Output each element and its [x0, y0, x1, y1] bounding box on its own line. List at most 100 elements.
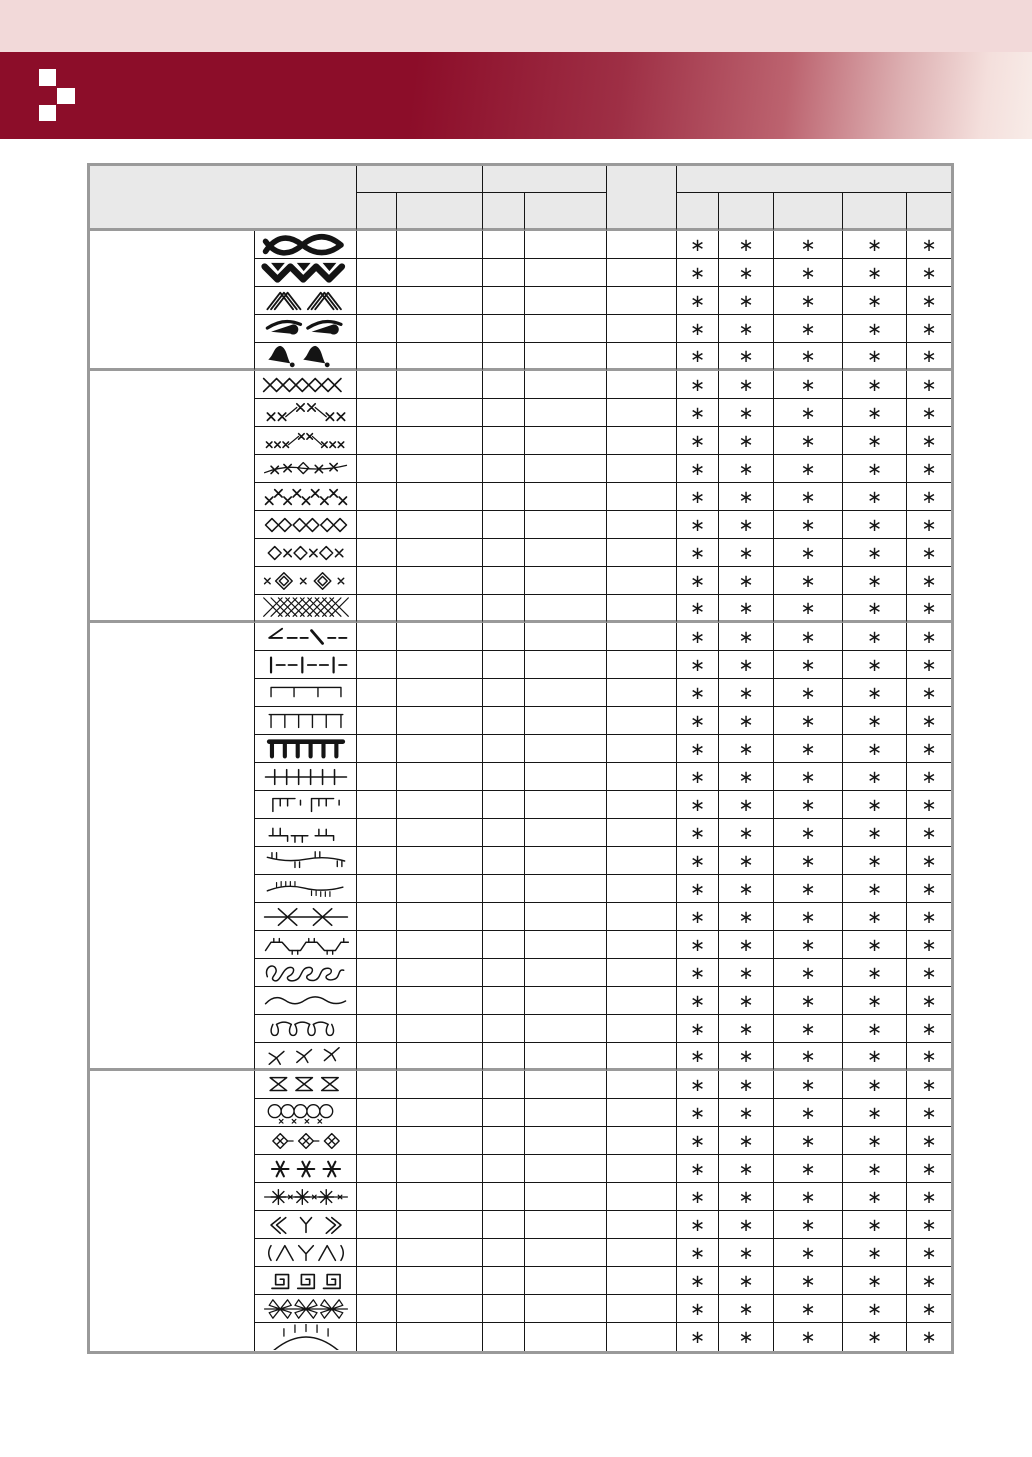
empty-cell	[607, 1323, 677, 1351]
star-mark-cell: ∗	[719, 1127, 774, 1155]
empty-cell	[483, 1043, 525, 1071]
stitch-cell-feather-stitch	[255, 1043, 357, 1071]
star-mark-cell: ∗	[843, 903, 907, 931]
star-mark-cell: ∗	[774, 763, 843, 791]
empty-cell	[607, 595, 677, 623]
empty-cell	[483, 483, 525, 511]
satin-hatched-peaks-icon	[265, 291, 342, 310]
empty-cell	[483, 595, 525, 623]
star-mark-cell: ∗	[907, 847, 951, 875]
star-mark-cell: ∗	[677, 539, 719, 567]
star-mark-cell: ∗	[843, 259, 907, 287]
empty-cell	[525, 511, 607, 539]
star-mark-cell: ∗	[719, 903, 774, 931]
empty-cell	[483, 1099, 525, 1127]
header-group-c-sub-5	[907, 193, 951, 231]
stitch-cell-pin-tuck-updown	[255, 819, 357, 847]
star-mark-cell: ∗	[677, 1183, 719, 1211]
empty-cell	[397, 987, 483, 1015]
empty-cell	[397, 651, 483, 679]
star-mark-cell: ∗	[774, 735, 843, 763]
star-mark-cell: ∗	[677, 651, 719, 679]
stitch-cell-cross-wave-diamond	[255, 455, 357, 483]
empty-cell	[483, 1211, 525, 1239]
empty-cell	[397, 315, 483, 343]
empty-cell	[357, 819, 397, 847]
empty-cell	[357, 1043, 397, 1071]
empty-cell	[483, 903, 525, 931]
star-mark-cell: ∗	[907, 1015, 951, 1043]
empty-cell	[397, 791, 483, 819]
empty-cell	[607, 903, 677, 931]
empty-cell	[525, 427, 607, 455]
star-mark-cell: ∗	[719, 1155, 774, 1183]
star-mark-cell: ∗	[677, 1323, 719, 1351]
empty-cell	[357, 1239, 397, 1267]
star-mark-cell: ∗	[719, 623, 774, 651]
star-mark-cell: ∗	[677, 763, 719, 791]
star-mark-cell: ∗	[677, 931, 719, 959]
star-mark-cell: ∗	[907, 931, 951, 959]
star-mark-cell: ∗	[907, 987, 951, 1015]
star-mark-cell: ∗	[677, 1295, 719, 1323]
star-mark-cell: ∗	[774, 987, 843, 1015]
stitch-cell-greek-key	[255, 1267, 357, 1295]
empty-cell	[397, 1295, 483, 1323]
star-mark-cell: ∗	[843, 455, 907, 483]
empty-cell	[357, 343, 397, 371]
empty-cell	[607, 539, 677, 567]
empty-cell	[525, 1239, 607, 1267]
star-mark-cell: ∗	[677, 483, 719, 511]
stitch-cell-flag-triangles	[255, 1071, 357, 1099]
header-single-column	[607, 166, 677, 231]
empty-cell	[525, 371, 607, 399]
flag-triangles-icon	[268, 1076, 339, 1091]
star-mark-cell: ∗	[677, 259, 719, 287]
star-mark-cell: ∗	[677, 315, 719, 343]
satin-chevron-band-icon	[260, 262, 345, 283]
header-group-c	[677, 166, 951, 193]
empty-cell	[607, 1239, 677, 1267]
star-mark-cell: ∗	[719, 315, 774, 343]
star-mark-cell: ∗	[843, 987, 907, 1015]
header-group-b-sub-2	[525, 193, 607, 231]
stitch-cell-diamond-flowers	[255, 1127, 357, 1155]
smocking-stitch-icon	[264, 937, 349, 955]
category-cell-satin-stitches	[90, 231, 255, 371]
star-mark-cell: ∗	[677, 707, 719, 735]
cross-x-peak-small-icon	[265, 432, 345, 448]
empty-cell	[607, 791, 677, 819]
star-mark-cell: ∗	[843, 315, 907, 343]
empty-cell	[483, 539, 525, 567]
header-group-c-sub-4	[843, 193, 907, 231]
empty-cell	[397, 931, 483, 959]
stitch-cell-blind-hem-stitch	[255, 623, 357, 651]
star-mark-cell: ∗	[677, 959, 719, 987]
star-mark-cell: ∗	[843, 427, 907, 455]
star-mark-cell: ∗	[907, 315, 951, 343]
stitch-cell-bar-dash-stitch	[255, 651, 357, 679]
star-mark-cell: ∗	[774, 1155, 843, 1183]
empty-cell	[607, 427, 677, 455]
star-mark-cell: ∗	[677, 679, 719, 707]
empty-cell	[483, 231, 525, 259]
star-mark-cell: ∗	[843, 623, 907, 651]
empty-cell	[397, 1043, 483, 1071]
overcast-wave-icon	[266, 880, 344, 897]
star-mark-cell: ∗	[843, 231, 907, 259]
empty-cell	[357, 1099, 397, 1127]
star-mark-cell: ∗	[843, 567, 907, 595]
empty-cell	[397, 875, 483, 903]
star-mark-cell: ∗	[907, 427, 951, 455]
empty-cell	[357, 539, 397, 567]
empty-cell	[357, 1071, 397, 1099]
empty-cell	[357, 651, 397, 679]
empty-cell	[525, 1211, 607, 1239]
star-mark-cell: ∗	[843, 539, 907, 567]
empty-cell	[397, 707, 483, 735]
star-mark-cell: ∗	[677, 1239, 719, 1267]
empty-cell	[525, 987, 607, 1015]
stitch-cell-satin-hatched-peaks	[255, 287, 357, 315]
star-mark-cell: ∗	[843, 1295, 907, 1323]
